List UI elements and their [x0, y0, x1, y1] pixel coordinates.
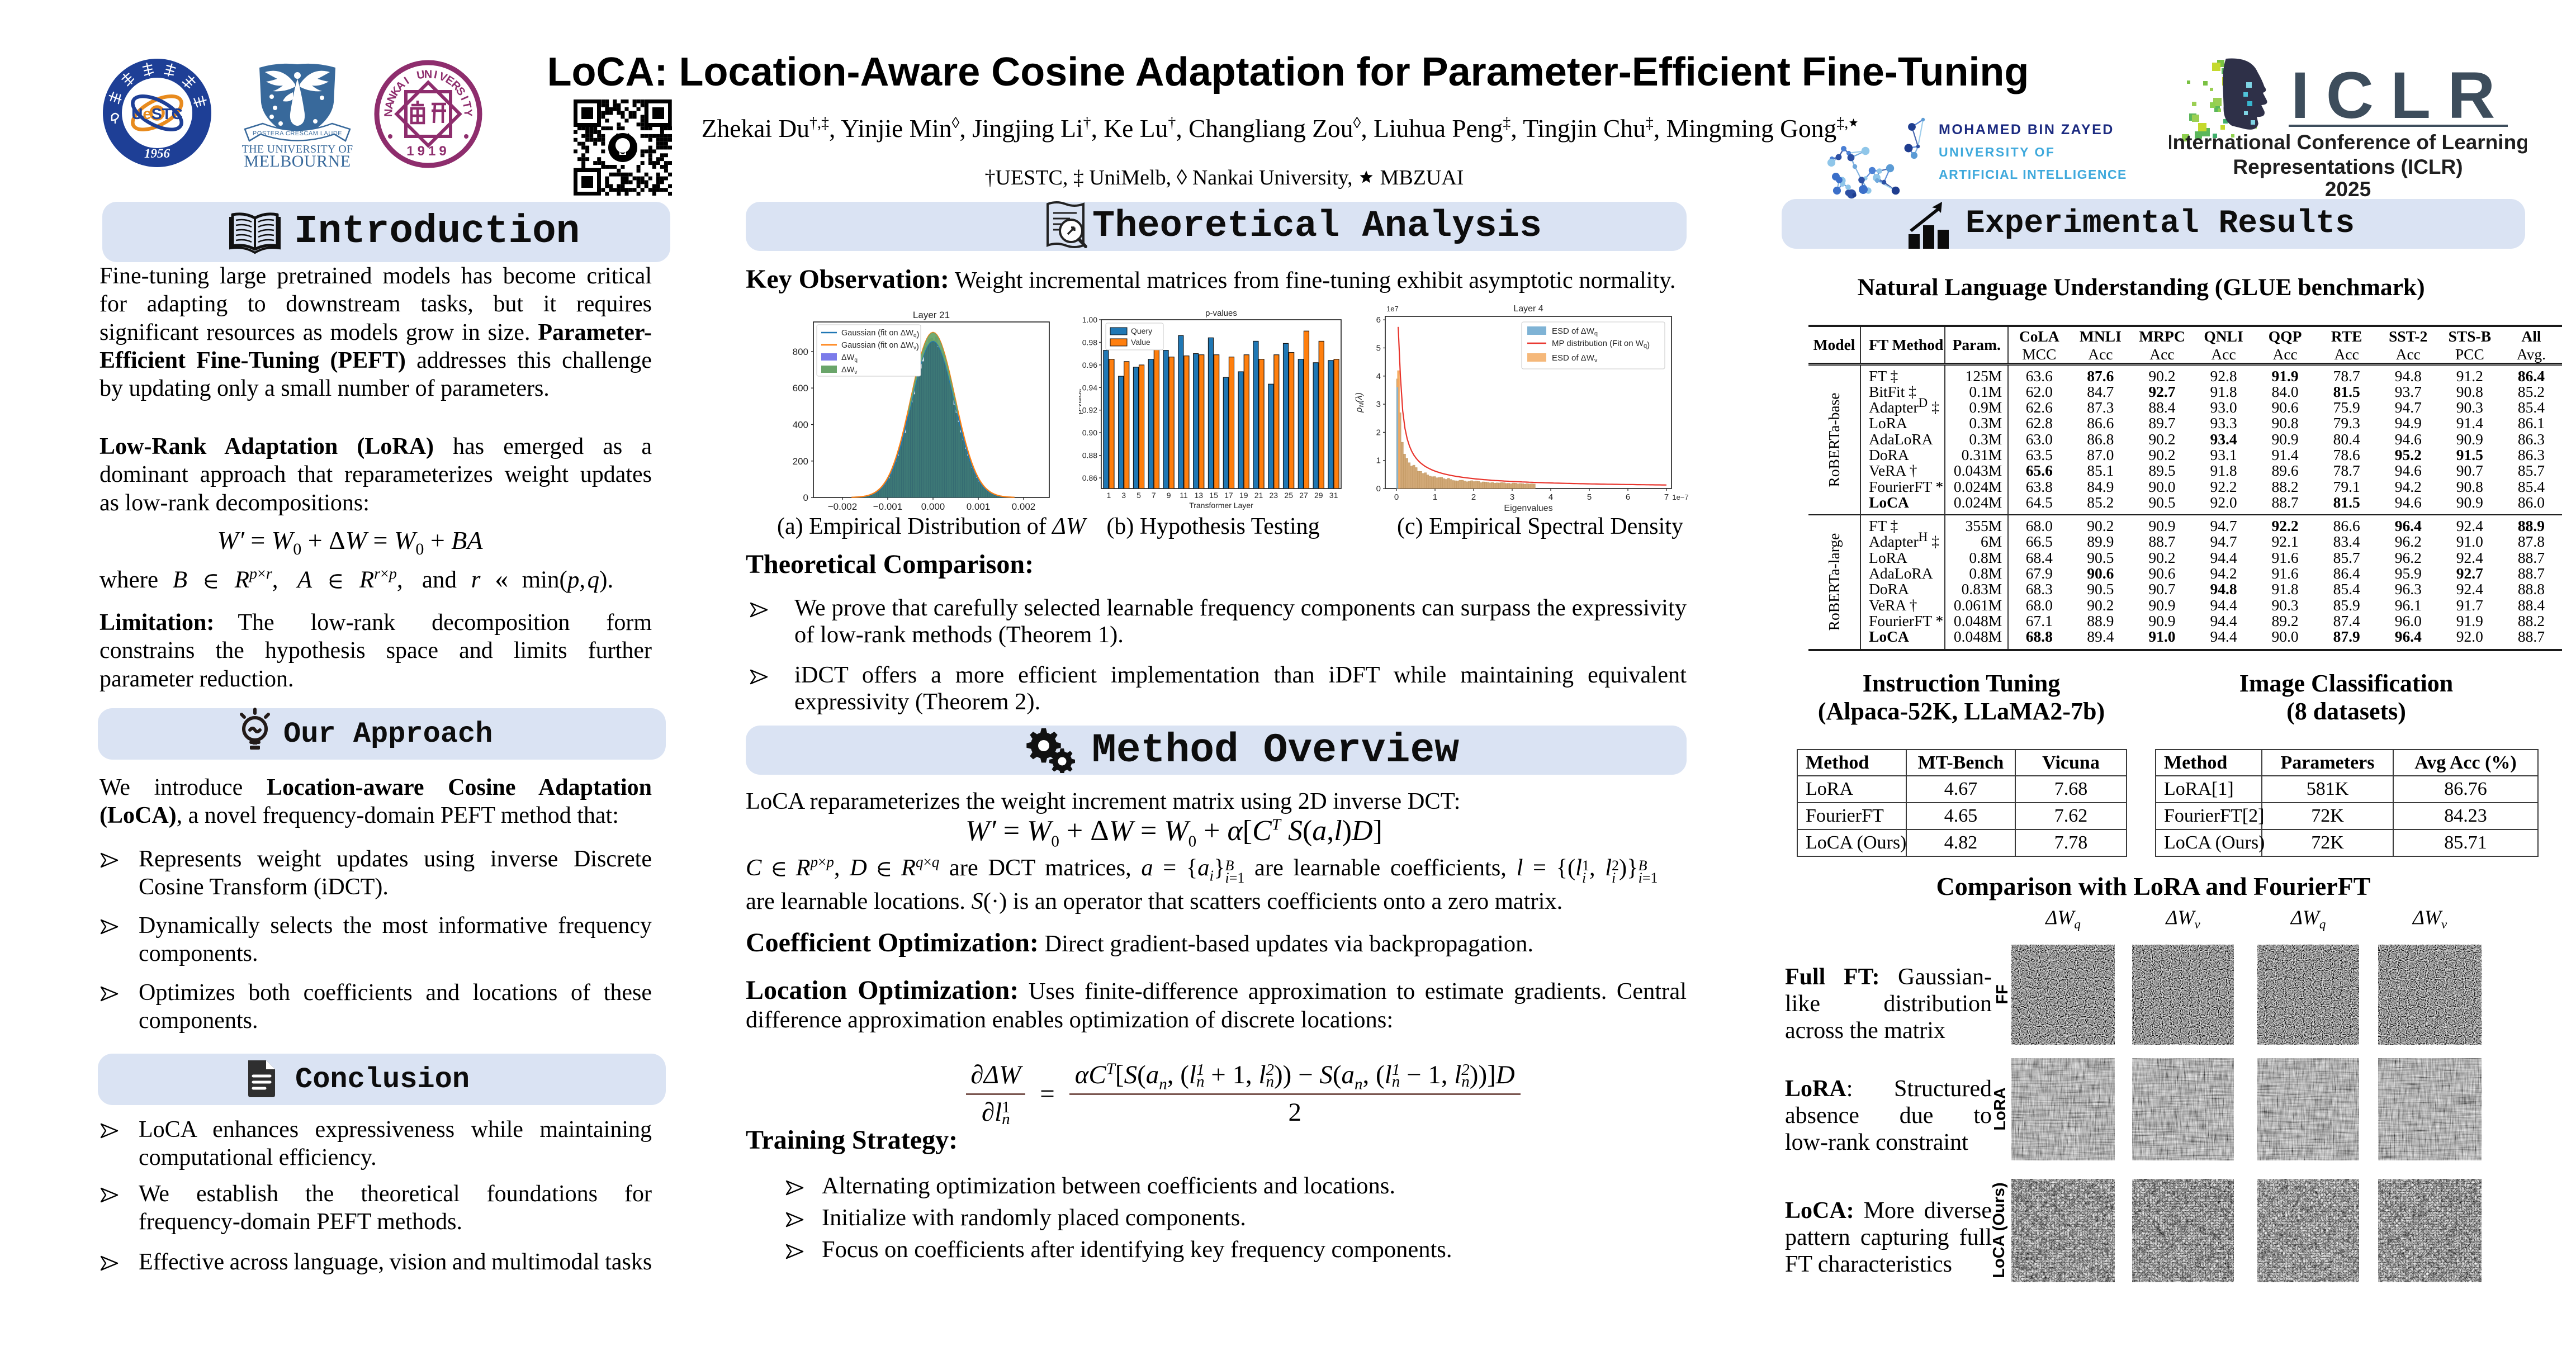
- svg-text:1e−7: 1e−7: [1672, 493, 1688, 501]
- svg-text:2: 2: [1376, 428, 1381, 437]
- svg-text:I: I: [433, 69, 438, 82]
- svg-text:7: 7: [1664, 492, 1669, 502]
- svg-text:1: 1: [1433, 492, 1437, 502]
- svg-text:400: 400: [793, 420, 808, 430]
- svg-text:0.96: 0.96: [1082, 361, 1097, 369]
- svg-text:−0.002: −0.002: [828, 501, 857, 510]
- svg-text:p-values: p-values: [1205, 309, 1237, 318]
- svg-text:ESD of ΔWv: ESD of ΔWv: [1552, 353, 1598, 364]
- svg-text:0.002: 0.002: [1012, 501, 1036, 510]
- svg-text:31: 31: [1329, 491, 1338, 500]
- svg-text:25: 25: [1284, 491, 1293, 500]
- svg-text:600: 600: [793, 383, 808, 394]
- svg-text:T: T: [460, 100, 473, 110]
- svg-text:A: A: [383, 99, 397, 110]
- svg-text:29: 29: [1314, 491, 1323, 500]
- svg-text:13: 13: [1195, 491, 1204, 500]
- svg-text:UNIVERSITY OF: UNIVERSITY OF: [1939, 145, 2055, 159]
- svg-text:Y: Y: [461, 109, 473, 117]
- svg-text:ARTIFICIAL INTELLIGENCE: ARTIFICIAL INTELLIGENCE: [1939, 167, 2127, 182]
- svg-text:1: 1: [1107, 491, 1111, 500]
- svg-text:ESD of ΔWq: ESD of ΔWq: [1552, 326, 1598, 337]
- svg-text:4: 4: [1549, 492, 1553, 502]
- svg-text:Transformer Layer: Transformer Layer: [1189, 501, 1253, 510]
- svg-text:1956: 1956: [144, 146, 171, 160]
- svg-text:0: 0: [1376, 484, 1381, 494]
- svg-text:0.86: 0.86: [1082, 473, 1097, 482]
- svg-text:0.90: 0.90: [1082, 428, 1097, 437]
- svg-text:0.001: 0.001: [967, 501, 991, 510]
- svg-text:Query: Query: [1131, 326, 1152, 335]
- svg-text:ρN(λ): ρN(λ): [1355, 392, 1365, 413]
- svg-text:2: 2: [1471, 492, 1476, 502]
- svg-text:N: N: [424, 68, 432, 80]
- svg-text:Representations (ICLR): Representations (ICLR): [2233, 155, 2463, 178]
- svg-text:5: 5: [1587, 492, 1592, 502]
- svg-text:3: 3: [1121, 491, 1126, 500]
- svg-text:THE UNIVERSITY OF: THE UNIVERSITY OF: [242, 143, 353, 155]
- svg-text:−0.001: −0.001: [873, 501, 902, 510]
- svg-text:UeSTC: UeSTC: [131, 105, 183, 122]
- svg-text:1e7: 1e7: [1386, 305, 1399, 313]
- svg-text:23: 23: [1270, 491, 1278, 500]
- svg-text:6: 6: [1626, 492, 1630, 502]
- svg-text:4: 4: [1376, 372, 1381, 381]
- svg-text:17: 17: [1224, 491, 1233, 500]
- svg-text:3: 3: [1376, 400, 1381, 409]
- svg-text:Layer 4: Layer 4: [1513, 304, 1543, 314]
- svg-text:International Conference of Le: International Conference of Learning: [2169, 131, 2527, 154]
- svg-text:1: 1: [1376, 456, 1381, 466]
- svg-text:U: U: [416, 68, 426, 82]
- svg-text:11: 11: [1180, 491, 1188, 500]
- svg-text:7: 7: [1152, 491, 1156, 500]
- svg-text:Layer 21: Layer 21: [913, 310, 950, 320]
- svg-text:0.88: 0.88: [1082, 451, 1097, 460]
- svg-text:p-value: p-value: [1079, 388, 1083, 414]
- svg-text:5: 5: [1376, 344, 1381, 353]
- svg-text:0: 0: [1394, 492, 1399, 502]
- svg-text:200: 200: [793, 456, 808, 467]
- svg-text:ICLR: ICLR: [2291, 59, 2512, 132]
- svg-text:3: 3: [1510, 492, 1514, 502]
- svg-text:15: 15: [1209, 491, 1218, 500]
- svg-text:Value: Value: [1131, 338, 1150, 347]
- svg-text:0.000: 0.000: [921, 501, 945, 510]
- svg-text:Gaussian (fit on ΔWq): Gaussian (fit on ΔWq): [841, 329, 919, 339]
- svg-text:Eigenvalues: Eigenvalues: [1504, 504, 1552, 513]
- svg-text:POSTERA CRESCAM LAUDE: POSTERA CRESCAM LAUDE: [253, 130, 342, 137]
- svg-text:5: 5: [1137, 491, 1141, 500]
- svg-text:ΔWv: ΔWv: [841, 366, 857, 376]
- svg-text:2025: 2025: [2325, 178, 2371, 200]
- svg-text:0: 0: [803, 492, 808, 503]
- svg-text:27: 27: [1299, 491, 1308, 500]
- svg-text:ΔWq: ΔWq: [841, 353, 858, 363]
- svg-text:19: 19: [1239, 491, 1248, 500]
- svg-text:21: 21: [1254, 491, 1263, 500]
- svg-text:MP distribution (Fit on Wq): MP distribution (Fit on Wq): [1552, 339, 1650, 350]
- svg-text:MOHAMED BIN ZAYED: MOHAMED BIN ZAYED: [1939, 122, 2114, 138]
- svg-text:800: 800: [793, 347, 808, 357]
- svg-text:0.98: 0.98: [1082, 338, 1097, 347]
- svg-text:1.00: 1.00: [1082, 315, 1097, 324]
- svg-text:0.92: 0.92: [1082, 406, 1097, 415]
- svg-text:6: 6: [1376, 315, 1381, 325]
- svg-text:9: 9: [1167, 491, 1171, 500]
- svg-text:Gaussian (fit on ΔWv): Gaussian (fit on ΔWv): [841, 341, 919, 352]
- svg-text:N: N: [382, 108, 395, 117]
- svg-text:0.94: 0.94: [1082, 383, 1097, 392]
- svg-text:MELBOURNE: MELBOURNE: [244, 152, 351, 168]
